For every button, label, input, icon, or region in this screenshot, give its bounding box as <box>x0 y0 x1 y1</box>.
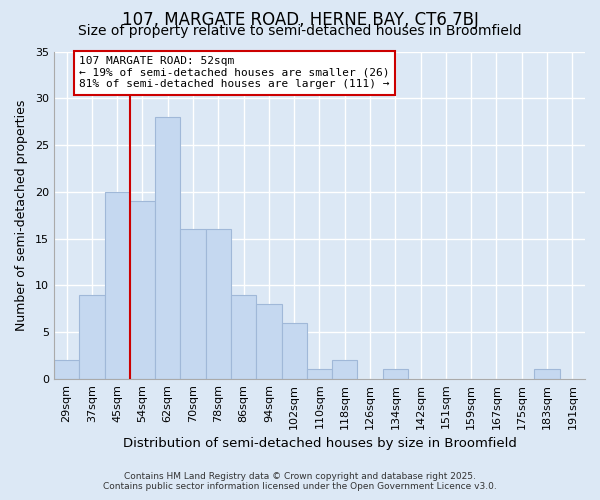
Bar <box>307 370 332 379</box>
Bar <box>332 360 358 379</box>
Text: Size of property relative to semi-detached houses in Broomfield: Size of property relative to semi-detach… <box>78 24 522 38</box>
Y-axis label: Number of semi-detached properties: Number of semi-detached properties <box>15 100 28 331</box>
Bar <box>54 360 79 379</box>
Bar <box>181 229 206 379</box>
Bar <box>79 294 104 379</box>
Bar <box>281 322 307 379</box>
Bar <box>155 117 181 379</box>
Bar <box>104 192 130 379</box>
Text: 107 MARGATE ROAD: 52sqm
← 19% of semi-detached houses are smaller (26)
81% of se: 107 MARGATE ROAD: 52sqm ← 19% of semi-de… <box>79 56 390 90</box>
Text: Contains HM Land Registry data © Crown copyright and database right 2025.
Contai: Contains HM Land Registry data © Crown c… <box>103 472 497 491</box>
Bar <box>206 229 231 379</box>
Bar <box>130 201 155 379</box>
Bar <box>383 370 408 379</box>
Bar <box>535 370 560 379</box>
Bar <box>256 304 281 379</box>
Text: 107, MARGATE ROAD, HERNE BAY, CT6 7BJ: 107, MARGATE ROAD, HERNE BAY, CT6 7BJ <box>122 11 478 29</box>
Bar <box>231 294 256 379</box>
X-axis label: Distribution of semi-detached houses by size in Broomfield: Distribution of semi-detached houses by … <box>122 437 517 450</box>
